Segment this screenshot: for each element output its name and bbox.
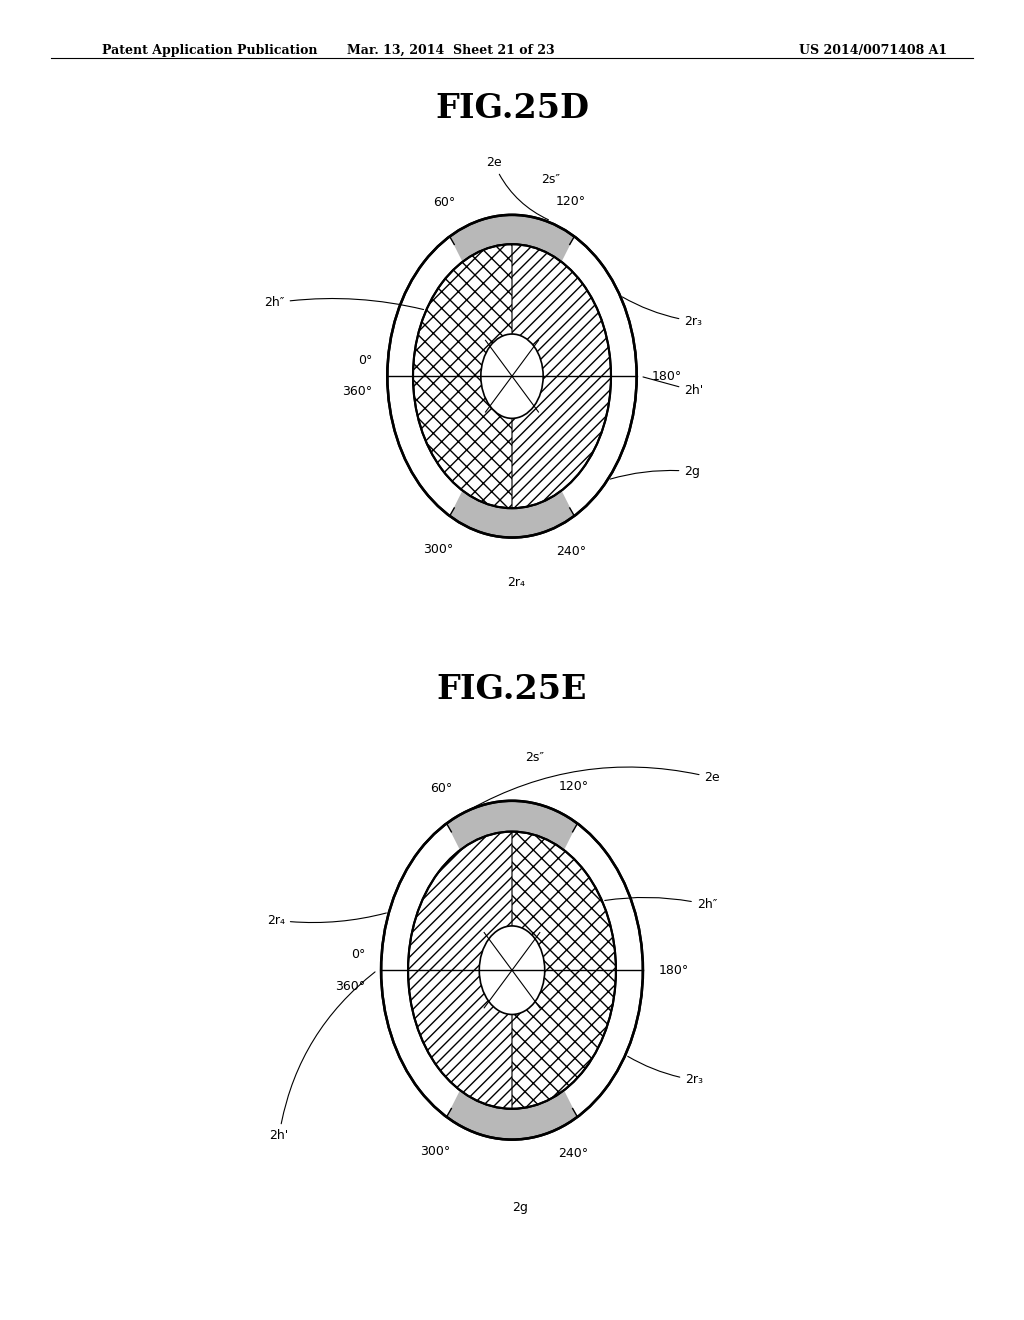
Text: 60°: 60° <box>430 781 453 795</box>
Text: 2r₄: 2r₄ <box>507 576 524 589</box>
Text: FIG.25E: FIG.25E <box>437 673 587 706</box>
Text: 300°: 300° <box>423 543 454 556</box>
Polygon shape <box>446 801 578 850</box>
Text: 240°: 240° <box>558 1147 589 1160</box>
Ellipse shape <box>408 832 616 1109</box>
Polygon shape <box>512 244 611 508</box>
Text: 360°: 360° <box>336 979 366 993</box>
Text: 2h': 2h' <box>643 378 703 397</box>
Text: 2r₄: 2r₄ <box>267 913 386 927</box>
Polygon shape <box>512 832 616 1109</box>
Text: 2g: 2g <box>512 1201 527 1214</box>
Text: 2s″: 2s″ <box>542 173 560 186</box>
Text: 2s″: 2s″ <box>525 751 545 764</box>
Text: 60°: 60° <box>433 197 455 210</box>
Text: 300°: 300° <box>420 1146 451 1159</box>
Text: 120°: 120° <box>558 780 589 793</box>
Text: 180°: 180° <box>658 964 688 977</box>
Text: 120°: 120° <box>556 194 586 207</box>
Text: 180°: 180° <box>651 370 682 383</box>
Text: 240°: 240° <box>556 545 586 558</box>
Polygon shape <box>413 244 512 508</box>
Ellipse shape <box>413 244 611 508</box>
Polygon shape <box>408 832 512 1109</box>
Polygon shape <box>450 215 574 261</box>
Text: 2h': 2h' <box>269 972 375 1142</box>
Text: 2g: 2g <box>610 465 700 479</box>
Text: 2e: 2e <box>470 767 720 809</box>
Ellipse shape <box>381 801 643 1139</box>
Text: 0°: 0° <box>351 948 366 961</box>
Text: Mar. 13, 2014  Sheet 21 of 23: Mar. 13, 2014 Sheet 21 of 23 <box>347 44 554 57</box>
Ellipse shape <box>479 925 545 1015</box>
Text: 2h″: 2h″ <box>264 297 424 309</box>
Text: FIG.25D: FIG.25D <box>435 92 589 125</box>
Text: Patent Application Publication: Patent Application Publication <box>102 44 317 57</box>
Polygon shape <box>446 1090 578 1139</box>
Polygon shape <box>450 491 574 537</box>
Text: US 2014/0071408 A1: US 2014/0071408 A1 <box>799 44 947 57</box>
Text: 2e: 2e <box>485 156 549 220</box>
Text: 2r₃: 2r₃ <box>623 297 702 327</box>
Text: 2r₃: 2r₃ <box>628 1056 703 1086</box>
Text: 360°: 360° <box>343 385 373 399</box>
Text: 0°: 0° <box>358 354 373 367</box>
Ellipse shape <box>387 215 637 537</box>
Ellipse shape <box>481 334 543 418</box>
Text: 2h″: 2h″ <box>605 898 717 911</box>
